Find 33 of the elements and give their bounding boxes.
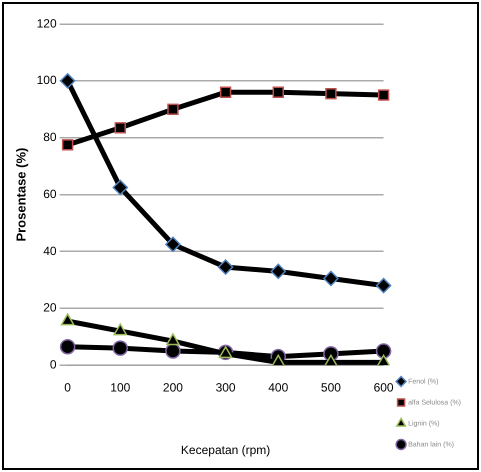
x-tick-label: 0 — [64, 380, 72, 395]
y-axis-title: Prosentase (%) — [13, 148, 28, 242]
x-tick-label: 600 — [374, 380, 394, 395]
point — [60, 73, 76, 89]
point — [376, 278, 392, 294]
y-tick-label: 20 — [43, 300, 57, 315]
point — [220, 86, 232, 98]
y-tick-label: 100 — [36, 73, 57, 88]
x-tick-label: 300 — [216, 380, 236, 395]
x-tick-label: 500 — [320, 380, 342, 395]
y-tick-label: 60 — [43, 186, 57, 201]
point — [323, 270, 339, 286]
x-tick-label: 400 — [268, 380, 289, 395]
point — [272, 86, 284, 98]
point — [60, 338, 76, 354]
point — [218, 259, 234, 275]
point — [114, 122, 126, 134]
x-tick-label: 200 — [162, 380, 184, 395]
x-tick-label: 100 — [110, 380, 131, 395]
y-tick-label: 40 — [43, 244, 57, 258]
point — [378, 89, 390, 101]
point — [376, 343, 392, 359]
y-tick-label: 0 — [50, 358, 57, 372]
point — [325, 88, 337, 100]
point — [167, 104, 179, 115]
x-axis-title: Kecepatan (rpm) — [180, 443, 270, 458]
point — [112, 340, 128, 356]
y-tick-label: 80 — [43, 130, 57, 144]
point — [112, 180, 128, 196]
point — [270, 264, 286, 280]
point — [165, 236, 181, 252]
y-tick-label: 120 — [36, 16, 57, 30]
point — [165, 343, 181, 359]
